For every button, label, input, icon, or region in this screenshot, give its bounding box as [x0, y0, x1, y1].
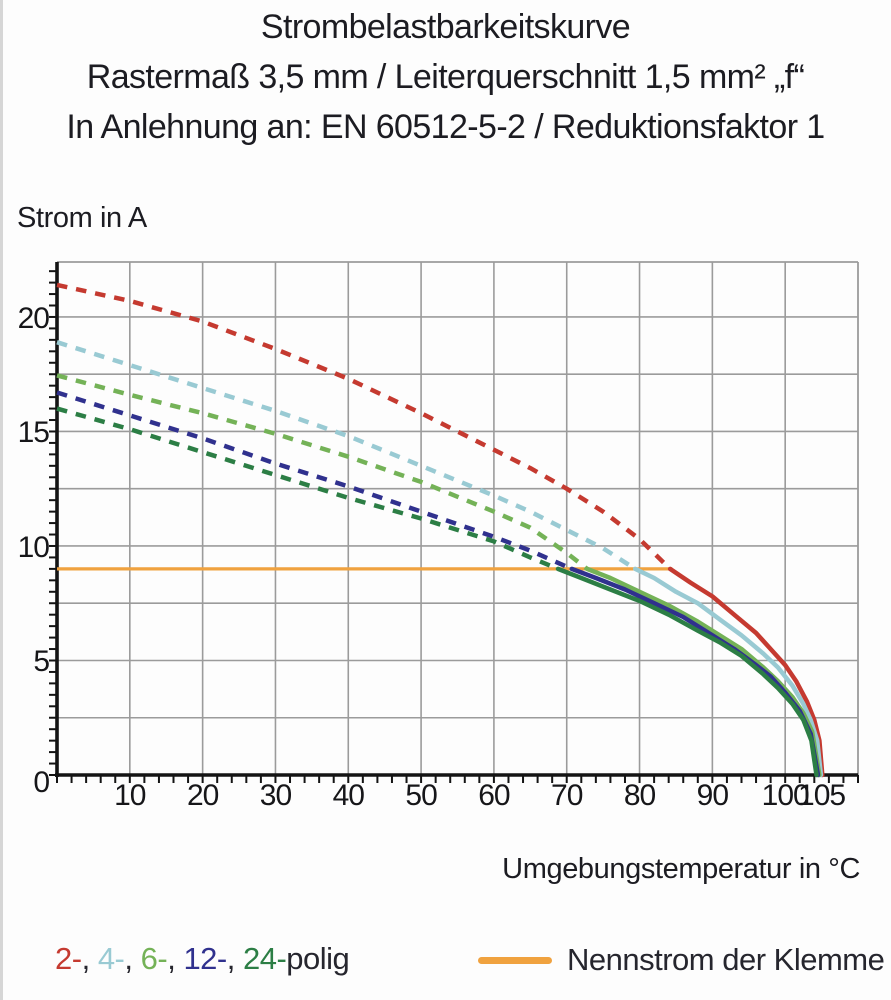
legend-token-12-polig: 12- [183, 941, 227, 976]
legend-token-6-polig: 6- [140, 941, 168, 976]
legend-pole-counts: 2-, 4-, 6-, 12-, 24-polig [55, 941, 350, 977]
curve-solid-2-polig [667, 566, 825, 778]
legend-separator: , [81, 941, 98, 976]
curve-dashed-24-polig [56, 406, 559, 571]
curve-solid-4-polig [632, 566, 824, 778]
legend-token-4-polig: 4- [97, 941, 125, 976]
curve-dashed-2-polig [56, 282, 672, 571]
curve-dashed-4-polig [56, 340, 637, 571]
curve-dashed-12-polig [56, 390, 573, 571]
legend-separator: , [124, 941, 141, 976]
nennstrom-line-swatch [478, 956, 552, 964]
page-left-edge [0, 0, 3, 1000]
chart-title-block: Strombelastbarkeitskurve Rastermaß 3,5 m… [0, 2, 891, 152]
chart-title-line1: Strombelastbarkeitskurve [260, 8, 631, 46]
curve-dashed-6-polig [56, 373, 589, 571]
legend-separator: , [167, 941, 184, 976]
x-axis-title: Umgebungstemperatur in °C [502, 853, 860, 885]
legend-suffix: polig [286, 941, 350, 976]
legend-separator: , [226, 941, 243, 976]
nennstrom-label: Nennstrom der Klemme [567, 942, 885, 977]
legend-nennstrom: Nennstrom der Klemme [478, 941, 885, 979]
curve-solid-6-polig [584, 566, 822, 778]
chart-title-line2: Rastermaß 3,5 mm / Leiterquerschnitt 1,5… [86, 58, 805, 96]
curve-solid-24-polig [555, 566, 819, 778]
legend-token-24-polig: 24- [242, 941, 287, 976]
y-axis-title: Strom in A [17, 202, 147, 234]
chart-title-line3: In Anlehnung an: EN 60512-5-2 / Reduktio… [66, 108, 825, 146]
legend-token-2-polig: 2- [55, 941, 82, 976]
